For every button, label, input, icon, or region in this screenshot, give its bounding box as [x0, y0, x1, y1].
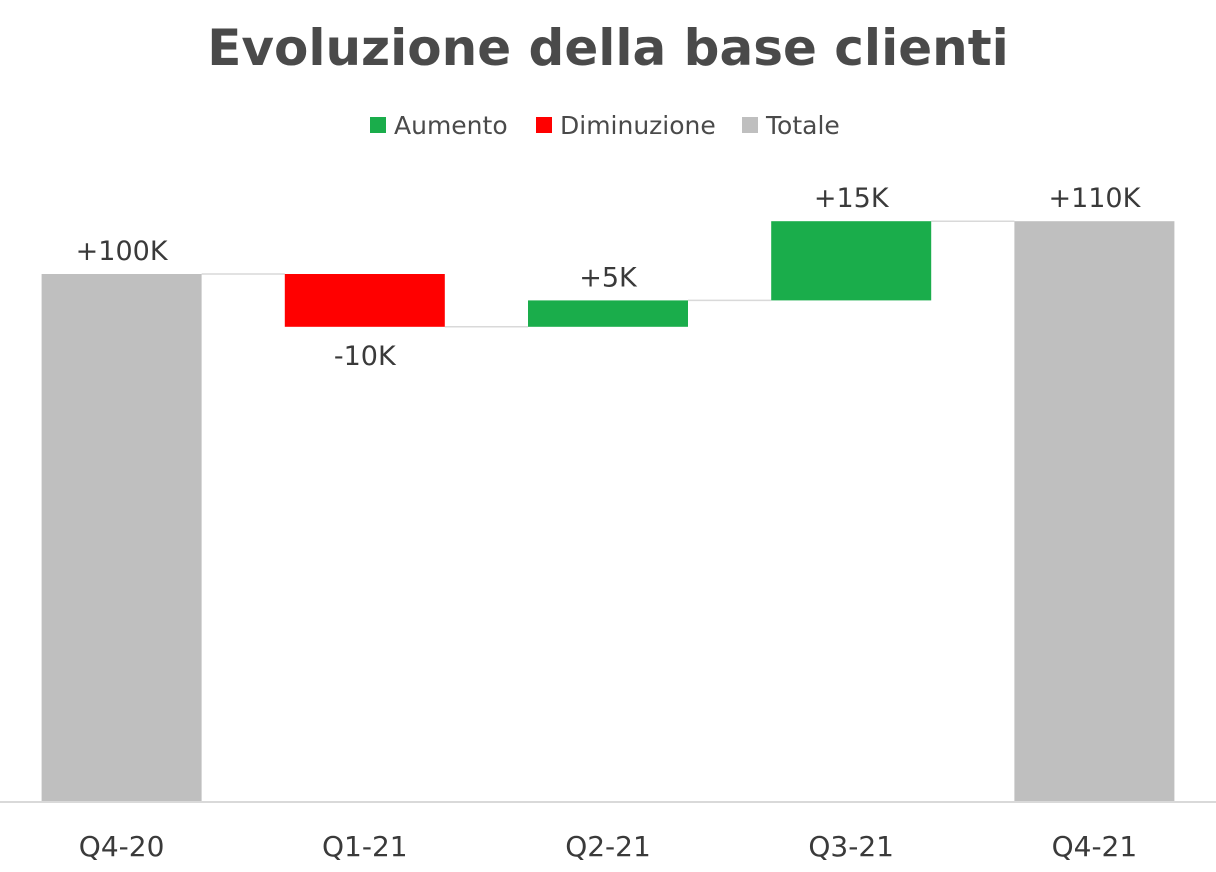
x-tick-q4-21: Q4-21 [1052, 830, 1138, 863]
legend-swatch-increase [370, 117, 386, 133]
legend: Aumento Diminuzione Totale [370, 111, 840, 140]
legend-swatch-total [742, 117, 758, 133]
x-axis-tick-labels: Q4-20 Q1-21 Q2-21 Q3-21 Q4-21 [79, 830, 1137, 863]
legend-item-decrease: Diminuzione [536, 111, 716, 140]
x-tick-q1-21: Q1-21 [322, 830, 408, 863]
legend-item-increase: Aumento [370, 111, 508, 140]
x-tick-q4-20: Q4-20 [79, 830, 165, 863]
bar-q4-20 [41, 274, 202, 802]
x-tick-q2-21: Q2-21 [565, 830, 651, 863]
data-label-q3-21: +15K [814, 183, 890, 214]
chart-title: Evoluzione della base clienti [207, 19, 1009, 77]
legend-label-total: Totale [765, 111, 840, 140]
legend-label-decrease: Diminuzione [560, 111, 716, 140]
bar-q4-21 [1014, 221, 1175, 802]
x-tick-q3-21: Q3-21 [808, 830, 894, 863]
legend-swatch-decrease [536, 117, 552, 133]
legend-label-increase: Aumento [394, 111, 508, 140]
data-label-q4-21: +110K [1048, 183, 1141, 214]
data-label-q2-21: +5K [579, 262, 638, 293]
bars [41, 221, 1175, 802]
data-label-q4-20: +100K [76, 236, 169, 267]
connector-lines [201, 220, 1015, 328]
bar-q1-21 [284, 274, 445, 327]
legend-item-total: Totale [742, 111, 840, 140]
bar-q2-21 [528, 300, 688, 327]
bar-q3-21 [771, 221, 932, 301]
data-labels: +100K -10K +5K +15K +110K [76, 183, 1142, 372]
data-label-q1-21: -10K [334, 341, 397, 372]
